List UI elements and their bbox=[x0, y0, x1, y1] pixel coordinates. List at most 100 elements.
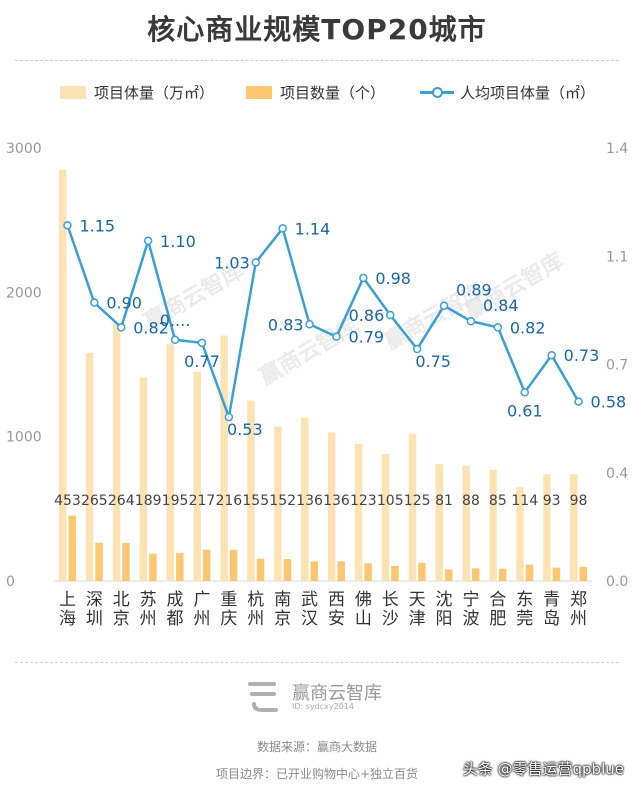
per-capita-data-label: 0.83 bbox=[268, 315, 304, 334]
x-tick-label-char: 庆 bbox=[220, 609, 237, 629]
per-capita-point bbox=[547, 350, 556, 360]
x-tick-label-char: 安 bbox=[328, 609, 345, 629]
count-data-label: 85 bbox=[489, 493, 507, 509]
bar-count bbox=[525, 564, 534, 581]
per-capita-data-label: 0.77 bbox=[184, 352, 220, 371]
bar-count bbox=[471, 568, 480, 581]
per-capita-data-label: 0.75 bbox=[415, 352, 451, 371]
x-tick-label-char: 阳 bbox=[436, 609, 453, 629]
bar-area bbox=[139, 377, 148, 581]
y-right-tick-label: 0.7 bbox=[606, 358, 628, 374]
per-capita-point bbox=[466, 316, 476, 326]
bar-area bbox=[166, 344, 175, 581]
bar-area bbox=[408, 433, 417, 581]
bar-count bbox=[149, 553, 157, 581]
x-tick-label-char: 成 bbox=[167, 590, 184, 610]
bar-area bbox=[301, 417, 309, 581]
y-right-tick-label: 1.4 bbox=[606, 141, 628, 157]
per-capita-point bbox=[574, 397, 583, 406]
x-tick-label-char: 莞 bbox=[516, 609, 533, 629]
bar-count bbox=[229, 549, 238, 581]
x-tick-label-char: 东 bbox=[516, 590, 533, 610]
brand-logo-text: 赢商云智库 bbox=[292, 683, 382, 704]
count-data-label: 265 bbox=[81, 493, 108, 509]
bar-area bbox=[220, 335, 228, 581]
legend-label-count: 项目数量（个） bbox=[280, 83, 386, 102]
y-left-tick-label: 0 bbox=[6, 574, 15, 590]
y-left-tick-label: 3000 bbox=[6, 141, 42, 157]
x-tick-label-char: 沙 bbox=[382, 609, 399, 629]
x-tick-label-char: 京 bbox=[113, 609, 130, 629]
x-tick-label-char: 宁 bbox=[462, 590, 479, 610]
per-capita-point bbox=[170, 335, 180, 345]
x-tick-label-char: 圳 bbox=[86, 609, 103, 629]
per-capita-data-label: 0.79 bbox=[348, 328, 384, 347]
x-tick-label-char: 岛 bbox=[543, 609, 560, 629]
count-data-label: 125 bbox=[404, 493, 431, 509]
legend-item-area: 项目体量（万㎡） bbox=[60, 80, 214, 104]
chart-title: 核心商业规模TOP20城市 bbox=[147, 13, 487, 46]
bar-area bbox=[193, 371, 201, 581]
x-tick-label-char: 重 bbox=[220, 590, 237, 610]
bar-count bbox=[498, 568, 507, 581]
x-tick-label-char: 合 bbox=[489, 590, 506, 610]
x-tick-label-char: 都 bbox=[167, 609, 184, 629]
x-tick-label-char: 州 bbox=[140, 609, 157, 629]
bar-area bbox=[381, 453, 390, 581]
per-capita-data-label: 0.98 bbox=[375, 269, 411, 288]
legend-swatch-area bbox=[60, 85, 86, 99]
legend-item-count: 项目数量（个） bbox=[246, 80, 385, 104]
legend: 项目体量（万㎡） 项目数量（个） 人均项目体量（㎡） bbox=[0, 80, 634, 104]
count-data-label: 155 bbox=[242, 493, 269, 509]
per-capita-point bbox=[332, 332, 341, 341]
x-tick-label-char: 州 bbox=[247, 609, 264, 629]
x-tick-label-char: 汉 bbox=[301, 609, 318, 629]
legend-swatch-line bbox=[420, 85, 454, 99]
bar-count bbox=[418, 562, 426, 581]
x-tick-label-char: 深 bbox=[86, 590, 103, 610]
x-tick-label-char: 南 bbox=[274, 590, 291, 610]
title-divider bbox=[15, 60, 619, 61]
bar-count bbox=[122, 542, 130, 581]
bar-area bbox=[85, 352, 94, 581]
per-capita-point bbox=[197, 338, 207, 348]
count-data-label: 93 bbox=[543, 493, 561, 509]
count-data-label: 152 bbox=[269, 493, 296, 509]
per-capita-data-label: 0.90 bbox=[106, 294, 142, 313]
count-data-label: 105 bbox=[377, 493, 404, 509]
per-capita-point bbox=[278, 224, 287, 233]
bar-count bbox=[364, 563, 372, 581]
x-tick-label-char: 津 bbox=[409, 609, 426, 629]
bar-area bbox=[327, 432, 336, 581]
bar-count bbox=[283, 559, 292, 581]
per-capita-point bbox=[251, 258, 260, 267]
bar-count bbox=[256, 558, 265, 581]
x-tick-label-char: 沈 bbox=[436, 590, 453, 610]
x-tick-label-char: 佛 bbox=[355, 590, 372, 610]
per-capita-data-label: 1.14 bbox=[295, 219, 331, 238]
per-capita-point bbox=[143, 236, 153, 246]
bar-area bbox=[247, 400, 255, 581]
bar-area bbox=[354, 443, 363, 581]
x-tick-label-char: 山 bbox=[355, 609, 372, 629]
per-capita-point bbox=[412, 344, 422, 354]
y-left-tick-label: 1000 bbox=[6, 430, 42, 446]
data-scope: 项目边界：已开业购物中心+独立百货 bbox=[215, 767, 419, 781]
bar-area bbox=[274, 426, 282, 581]
x-tick-label-char: 州 bbox=[193, 609, 210, 629]
x-tick-label-char: 京 bbox=[274, 609, 291, 629]
per-capita-data-label: 0.58 bbox=[591, 393, 627, 412]
per-capita-data-label: 0.82 bbox=[510, 318, 546, 337]
count-data-label: 136 bbox=[296, 493, 323, 509]
bar-count bbox=[68, 515, 76, 581]
y-right-tick-label: 1.1 bbox=[606, 249, 628, 265]
x-tick-label-char: 上 bbox=[59, 590, 76, 610]
x-tick-label-char: 杭 bbox=[247, 590, 264, 610]
x-tick-label-char: 海 bbox=[59, 609, 76, 629]
author-credit: 头条 @零售运营qpblue bbox=[462, 760, 624, 778]
x-tick-label-char: 波 bbox=[462, 609, 479, 629]
legend-label-area: 项目体量（万㎡） bbox=[94, 83, 215, 102]
bar-area bbox=[435, 464, 444, 581]
x-tick-label-char: 郑 bbox=[570, 590, 587, 610]
